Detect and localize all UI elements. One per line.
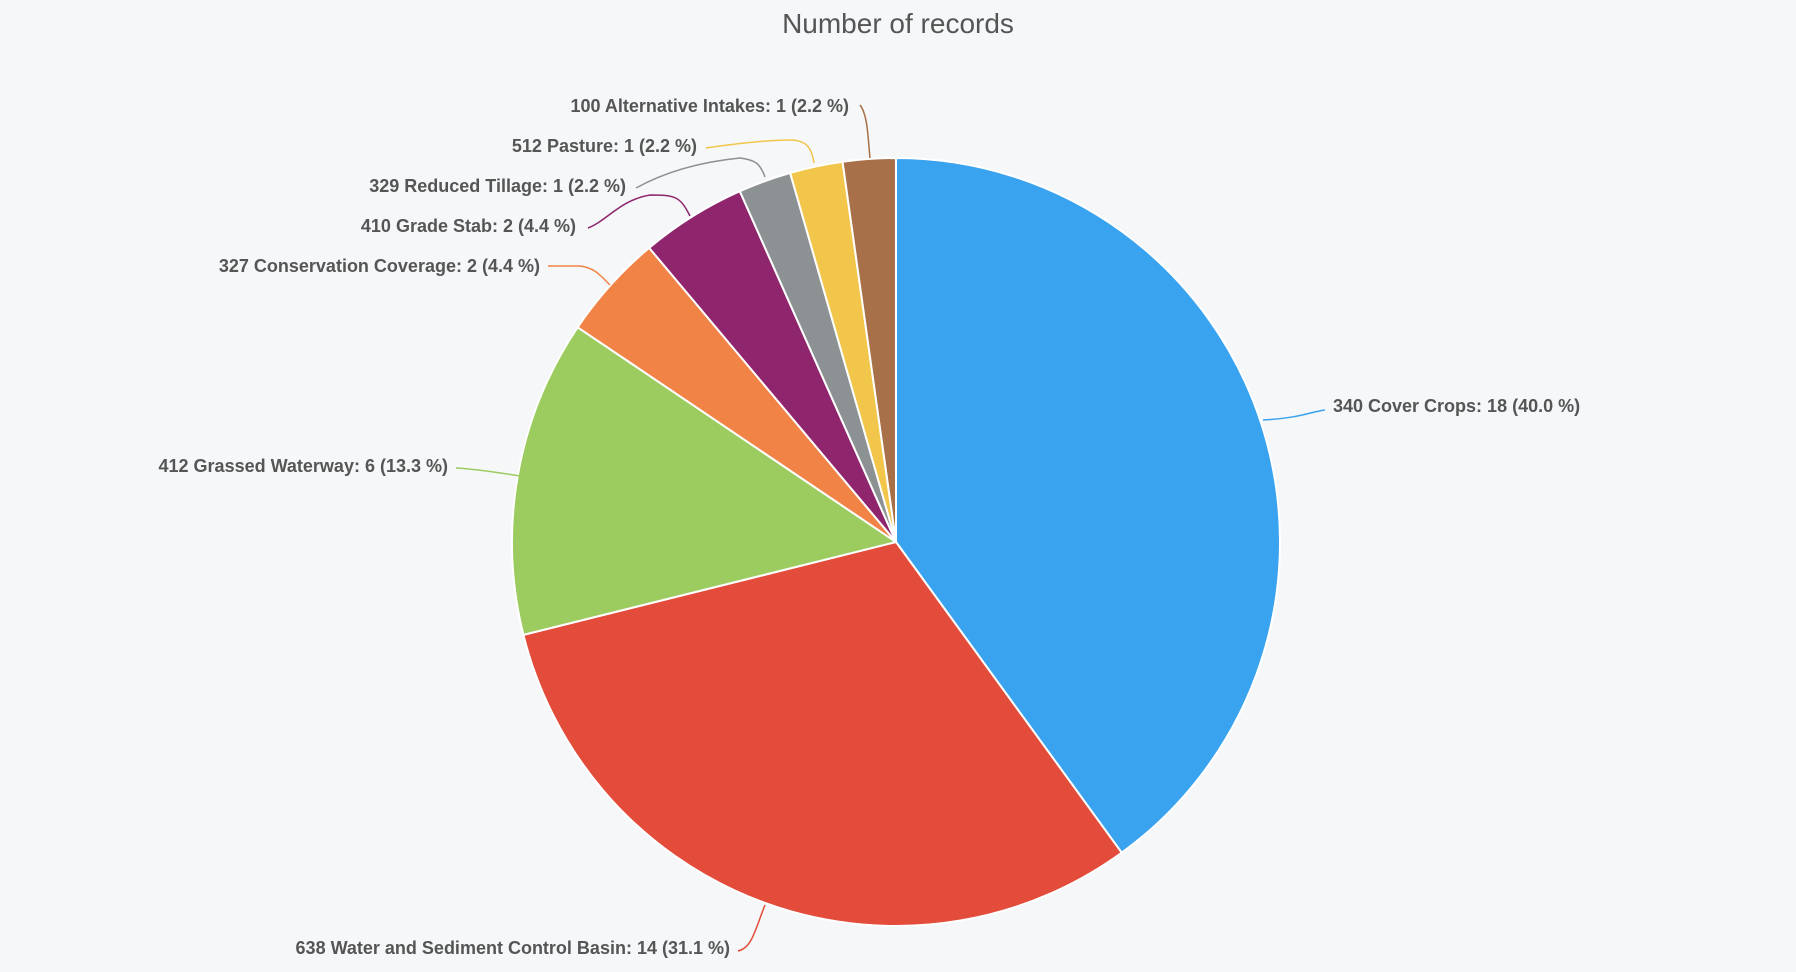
label-connector	[1262, 409, 1326, 421]
data-label: 327 Conservation Coverage: 2 (4.4 %)	[219, 256, 540, 276]
data-label: 412 Grassed Waterway: 6 (13.3 %)	[159, 456, 448, 476]
data-label: 638 Water and Sediment Control Basin: 14…	[296, 938, 730, 958]
pie-slice-100-alternative-intakes[interactable]	[841, 157, 897, 543]
data-label: 100 Alternative Intakes: 1 (2.2 %)	[571, 96, 849, 116]
label-connector	[548, 265, 611, 286]
pie-slice-340-cover-crops[interactable]	[895, 157, 1281, 854]
data-label: 410 Grade Stab: 2 (4.4 %)	[361, 216, 576, 236]
label-connector	[737, 904, 766, 952]
label-connector	[705, 139, 815, 164]
data-label: 340 Cover Crops: 18 (40.0 %)	[1333, 396, 1580, 416]
data-label: 512 Pasture: 1 (2.2 %)	[512, 136, 697, 156]
label-connector	[587, 194, 691, 229]
pie-slice-638-water-and-sediment-control-basin[interactable]	[522, 541, 1123, 927]
label-connector	[455, 467, 521, 477]
chart-title: Number of records	[782, 8, 1014, 39]
label-connector	[859, 104, 871, 159]
data-label: 329 Reduced Tillage: 1 (2.2 %)	[369, 176, 626, 196]
label-connector	[635, 157, 766, 189]
